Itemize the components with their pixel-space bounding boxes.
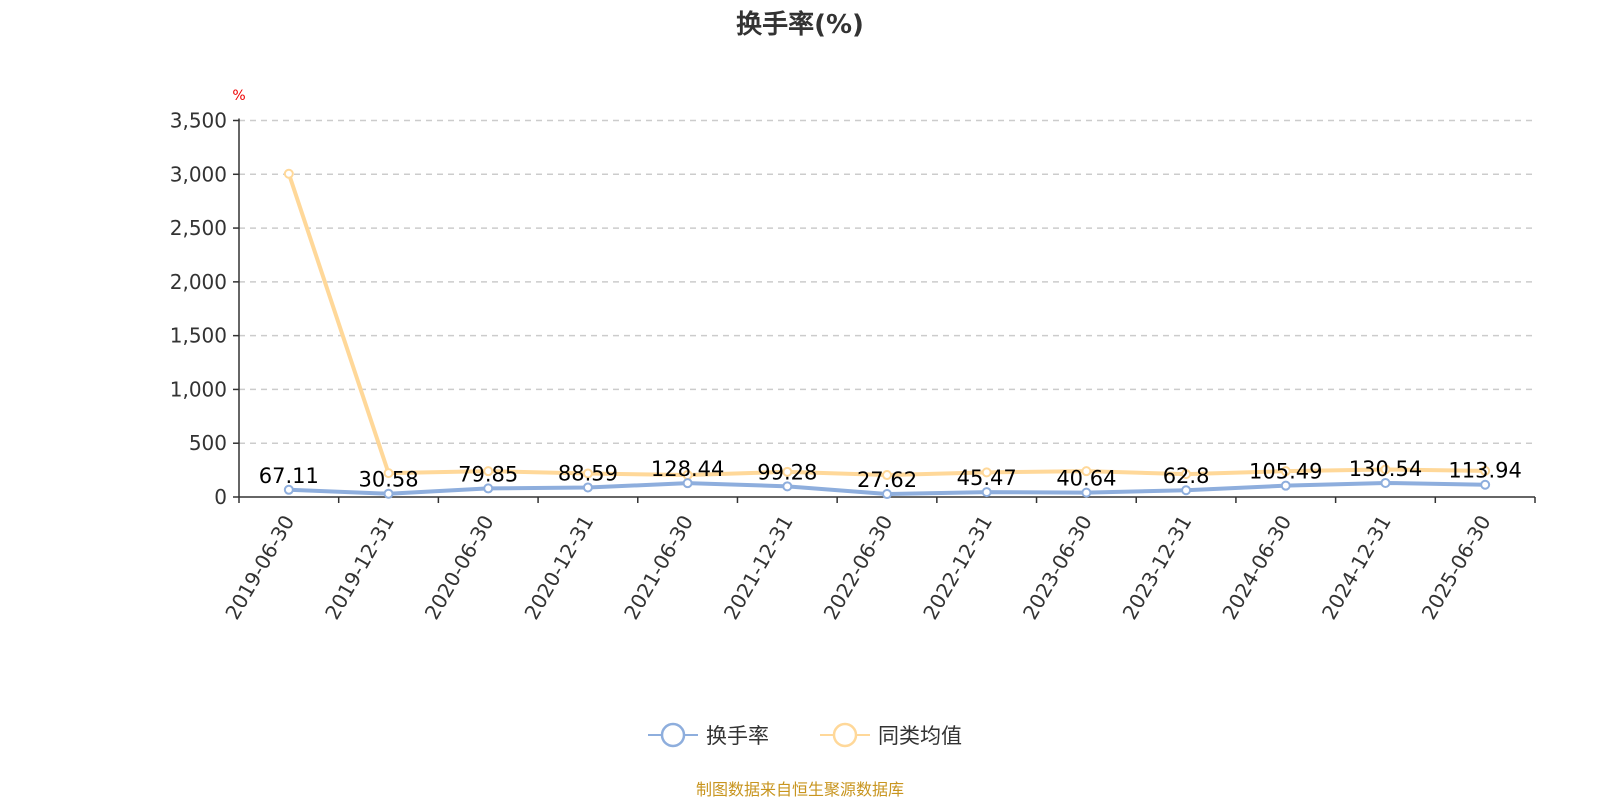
data-label: 79.85	[458, 462, 518, 486]
y-tick-label: 0	[214, 485, 227, 509]
data-label: 45.47	[957, 466, 1017, 490]
data-point	[682, 478, 693, 489]
data-label: 105.49	[1249, 460, 1322, 484]
data-point	[1181, 469, 1192, 480]
x-tick-label: 2024-06-30	[1217, 511, 1296, 624]
data-point	[782, 466, 793, 477]
y-tick-label: 1,500	[170, 324, 227, 348]
data-label: 40.64	[1056, 467, 1116, 491]
data-label: 30.58	[358, 468, 418, 492]
data-label: 27.62	[857, 468, 917, 492]
data-point	[1181, 485, 1192, 496]
x-tick-label: 2019-12-31	[320, 511, 399, 624]
x-tick-label: 2020-06-30	[420, 511, 499, 624]
data-point	[483, 483, 494, 494]
y-axis-unit: %	[232, 88, 245, 104]
data-label: 99.28	[757, 460, 817, 484]
data-point	[782, 481, 793, 492]
y-tick-label: 3,500	[170, 109, 227, 133]
data-point	[981, 467, 992, 478]
data-point	[483, 466, 494, 477]
data-point	[1280, 466, 1291, 477]
data-point	[1280, 480, 1291, 491]
x-tick-label: 2019-06-30	[220, 511, 299, 624]
data-point	[582, 482, 593, 493]
data-point	[1380, 477, 1391, 488]
series-line-peer-average	[286, 173, 1486, 478]
y-tick-label: 3,000	[170, 162, 227, 186]
data-point	[1380, 464, 1391, 475]
data-point	[882, 470, 892, 481]
legend-item: 同类均值	[878, 724, 962, 748]
data-label: 62.8	[1163, 464, 1210, 488]
data-point	[981, 487, 992, 498]
x-tick-label: 2022-12-31	[918, 511, 997, 624]
chart-title: 换手率(%)	[736, 9, 864, 40]
data-point	[383, 468, 394, 479]
data-point	[1081, 487, 1092, 498]
data-point	[1081, 466, 1092, 477]
data-point	[283, 168, 294, 179]
data-label: 130.54	[1349, 457, 1422, 481]
data-point	[283, 484, 294, 495]
legend: 换手率 同类均值	[648, 722, 962, 748]
legend-marker-icon	[660, 722, 686, 748]
data-point	[1480, 479, 1491, 490]
y-tick-label: 2,000	[170, 270, 227, 294]
legend-marker-icon	[832, 722, 858, 748]
data-label: 67.11	[259, 464, 319, 488]
data-point	[882, 489, 892, 500]
x-tick-label: 2024-12-31	[1317, 511, 1396, 624]
data-point	[1480, 465, 1491, 476]
x-tick-label: 2023-12-31	[1118, 511, 1197, 624]
x-tick-label: 2023-06-30	[1018, 511, 1097, 624]
x-tick-label: 2021-12-31	[719, 511, 798, 624]
y-tick-label: 2,500	[170, 216, 227, 240]
data-label: 88.59	[558, 461, 618, 485]
x-tick-label: 2021-06-30	[619, 511, 698, 624]
x-tick-label: 2020-12-31	[519, 511, 598, 624]
source-note: 制图数据来自恒生聚源数据库	[696, 780, 904, 799]
x-tick-label: 2022-06-30	[818, 511, 897, 624]
data-point	[383, 488, 394, 499]
x-tick-label: 2025-06-30	[1417, 511, 1496, 624]
data-label: 128.44	[651, 457, 724, 481]
y-tick-label: 500	[189, 431, 227, 455]
legend-item: 换手率	[706, 724, 769, 748]
y-tick-label: 1,000	[170, 377, 227, 401]
data-point	[582, 468, 593, 479]
data-label: 113.94	[1448, 459, 1521, 483]
